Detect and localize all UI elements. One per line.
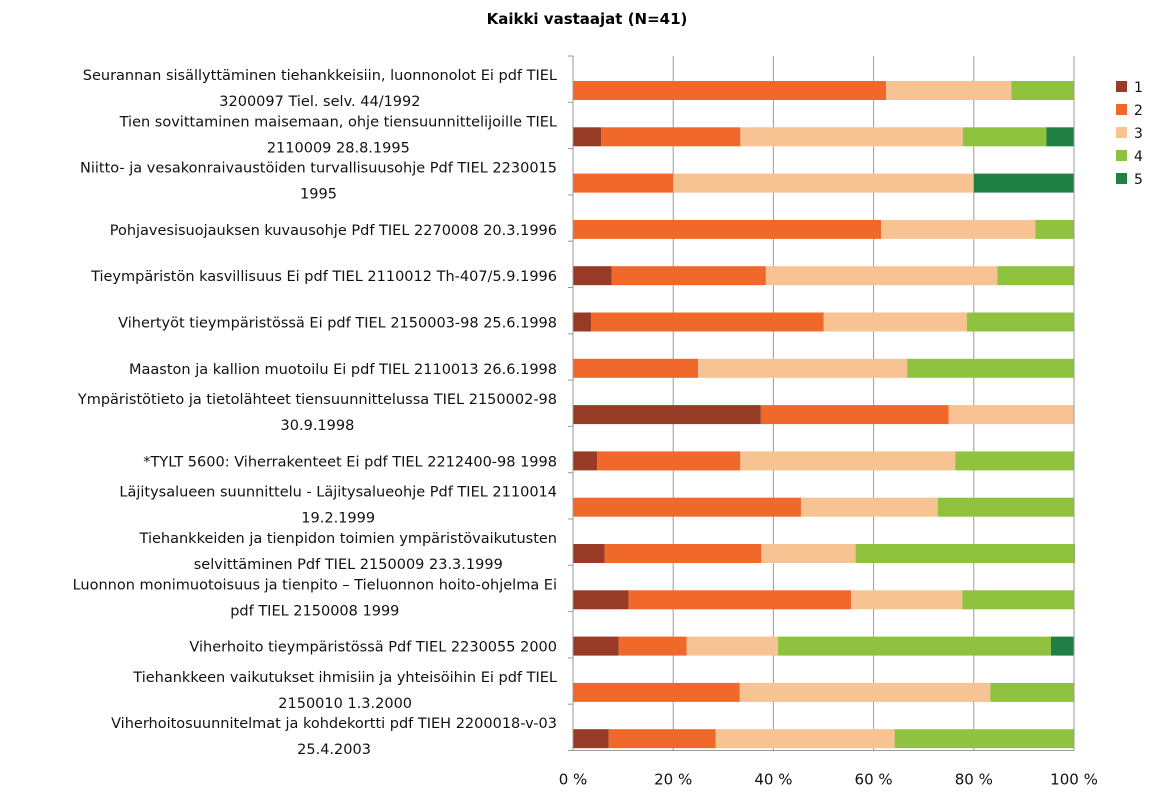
- bar-segment-series-2: [618, 636, 687, 656]
- legend: 1 2 3 4 5: [1116, 80, 1143, 188]
- x-tick-label: 100 %: [1050, 771, 1098, 789]
- bar-segment-series-2: [597, 451, 741, 471]
- bar-segment-series-3: [740, 451, 956, 471]
- bar-segment-series-4: [777, 636, 1051, 656]
- bars: [573, 81, 1076, 749]
- x-axis-tick-labels: 0 % 20 % 40 % 60 % 80 % 100 %: [559, 771, 1098, 789]
- bar-segment-series-2: [573, 682, 740, 702]
- bar-segment-series-3: [739, 682, 991, 702]
- bar-segment-series-1: [573, 729, 609, 749]
- category-label: Seurannan sisällyttäminen tiehankkeisiin…: [83, 68, 557, 110]
- legend-label-series-2: 2: [1134, 103, 1143, 119]
- bar-segment-series-3: [881, 219, 1036, 239]
- x-tick-label: 40 %: [754, 771, 792, 789]
- legend-swatch-series-1: [1116, 81, 1127, 92]
- bar-segment-series-4: [990, 682, 1074, 702]
- bar-segment-series-3: [765, 266, 998, 286]
- bar-segment-series-1: [573, 544, 605, 563]
- bar-segment-series-4: [962, 590, 1074, 610]
- bar-segment-series-5: [1046, 127, 1075, 147]
- bar-segment-series-2: [573, 358, 699, 378]
- bar-segment-series-2: [573, 497, 801, 517]
- category-label: Viherhoito tieympäristössä Pdf TIEL 2230…: [189, 640, 557, 656]
- category-label: Tiehankkeen vaikutukset ihmisiin ja yhte…: [132, 670, 557, 712]
- category-label: Tien sovittaminen maisemaan, ohje tiensu…: [119, 114, 557, 156]
- category-label: *TYLT 5600: Viherrakenteet Ei pdf TIEL 2…: [143, 454, 557, 470]
- bar-segment-series-2: [573, 219, 882, 239]
- bar-segment-series-1: [573, 590, 629, 610]
- legend-swatch-series-2: [1116, 104, 1127, 115]
- bar-segment-series-3: [673, 173, 974, 193]
- bar-segment-series-1: [573, 451, 598, 471]
- bar-segment-series-3: [823, 312, 967, 332]
- bar-segment-series-1: [573, 266, 612, 286]
- bar-segment-series-4: [855, 544, 1076, 563]
- legend-label-series-3: 3: [1134, 126, 1143, 142]
- bar-segment-series-4: [894, 729, 1074, 749]
- bar-segment-series-4: [1035, 219, 1074, 239]
- bar-segment-series-2: [591, 312, 824, 332]
- bar-segment-series-4: [997, 266, 1075, 286]
- bar-segment-series-3: [686, 636, 778, 656]
- x-tick-label: 20 %: [654, 771, 692, 789]
- bar-segment-series-3: [698, 358, 908, 378]
- legend-swatch-series-4: [1116, 150, 1127, 161]
- bar-segment-series-1: [573, 312, 592, 332]
- legend-label-series-4: 4: [1134, 149, 1143, 165]
- category-label: Luonnon monimuotoisuus ja tienpito – Tie…: [73, 577, 557, 619]
- bar-segment-series-2: [604, 544, 762, 563]
- x-tick-label: 80 %: [955, 771, 993, 789]
- x-tick-label: 0 %: [559, 771, 588, 789]
- legend-label-series-1: 1: [1134, 80, 1143, 96]
- bar-segment-series-4: [937, 497, 1075, 517]
- bar-segment-series-2: [611, 266, 766, 286]
- category-label: Pohjavesisuojauksen kuvausohje Pdf TIEL …: [110, 223, 557, 239]
- chart-title: Kaikki vastaajat (N=41): [487, 10, 688, 28]
- bar-segment-series-2: [573, 173, 674, 193]
- gridlines: [672, 56, 975, 751]
- bar-segment-series-2: [573, 81, 887, 100]
- category-label: Maaston ja kallion muotoilu Ei pdf TIEL …: [129, 362, 557, 378]
- bar-segment-series-5: [973, 173, 1074, 193]
- bar-segment-series-1: [573, 636, 619, 656]
- bar-segment-series-2: [601, 127, 741, 147]
- category-label: Viherhoitosuunnitelmat ja kohdekortti pd…: [111, 716, 557, 758]
- legend-swatch-series-5: [1116, 173, 1127, 184]
- bar-segment-series-3: [886, 81, 1012, 100]
- bar-segment-series-5: [1050, 636, 1074, 656]
- bar-segment-series-1: [573, 405, 761, 425]
- bar-segment-series-3: [948, 405, 1074, 425]
- bar-segment-series-3: [800, 497, 938, 517]
- bar-segment-series-3: [851, 590, 963, 610]
- bar-segment-series-2: [628, 590, 852, 610]
- category-label: Tiehankkeiden ja tienpidon toimien ympär…: [139, 531, 557, 573]
- bar-segment-series-3: [715, 729, 895, 749]
- category-labels: Seurannan sisällyttäminen tiehankkeisiin…: [73, 68, 557, 758]
- bar-segment-series-4: [962, 127, 1047, 147]
- category-label: Vihertyöt tieympäristössä Ei pdf TIEL 21…: [118, 316, 557, 332]
- legend-swatch-series-3: [1116, 127, 1127, 138]
- bar-segment-series-4: [1011, 81, 1074, 100]
- category-label: Läjitysalueen suunnittelu - Läjitysalueo…: [119, 485, 557, 527]
- bar-segment-series-4: [966, 312, 1074, 332]
- category-label: Tieympäristön kasvillisuus Ei pdf TIEL 2…: [90, 269, 557, 285]
- x-tick-label: 60 %: [855, 771, 893, 789]
- legend-label-series-5: 5: [1134, 172, 1143, 188]
- bar-segment-series-3: [761, 544, 856, 563]
- bar-segment-series-4: [907, 358, 1074, 378]
- bar-segment-series-2: [608, 729, 716, 749]
- bar-segment-series-2: [760, 405, 949, 425]
- bar-segment-series-4: [955, 451, 1075, 471]
- category-label: Niitto- ja vesakonraivaustöiden turvalli…: [80, 161, 557, 203]
- plot-frame: [568, 55, 1075, 751]
- bar-segment-series-1: [573, 127, 602, 147]
- bar-segment-series-3: [740, 127, 963, 147]
- category-label: Ympäristötieto ja tietolähteet tiensuunn…: [77, 392, 557, 434]
